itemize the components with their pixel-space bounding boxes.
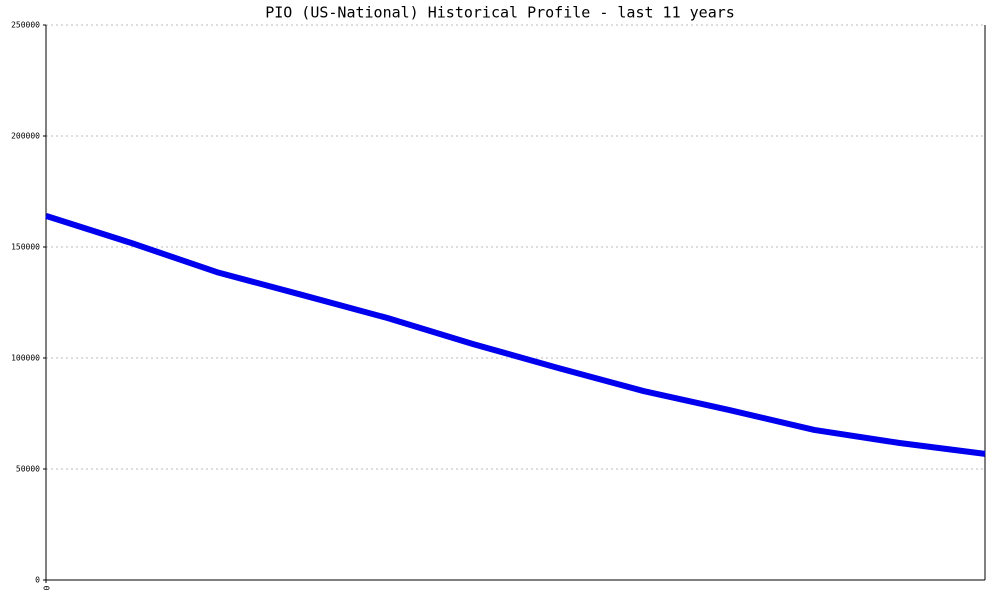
y-tick-label: 150000 xyxy=(11,243,40,252)
x-tick-label: 0 xyxy=(42,586,51,591)
data-line xyxy=(45,213,986,457)
y-tick-label: 200000 xyxy=(11,132,40,141)
y-tick-label: 50000 xyxy=(16,465,40,474)
y-tick-label: 100000 xyxy=(11,354,40,363)
y-tick-label: 250000 xyxy=(11,21,40,30)
y-tick-label: 0 xyxy=(35,576,40,585)
chart-title: PIO (US-National) Historical Profile - l… xyxy=(265,4,735,22)
